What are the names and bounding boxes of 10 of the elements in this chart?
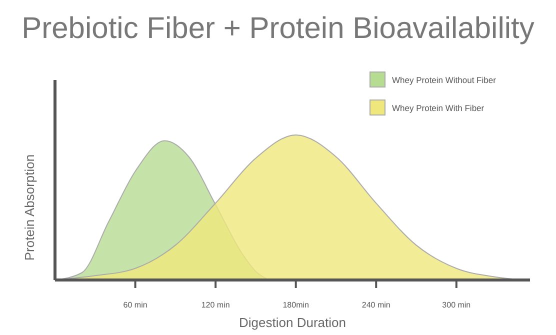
x-tick-label: 120 min — [201, 300, 230, 310]
x-tick-label: 180min — [282, 300, 309, 310]
x-tick-label: 240 min — [362, 300, 390, 310]
legend-label: Whey Protein Without Fiber — [392, 75, 496, 85]
chart-title: Prebiotic Fiber + Protein Bioavailability — [22, 12, 534, 45]
legend-label: Whey Protein With Fiber — [392, 103, 484, 113]
x-axis-title: Digestion Duration — [239, 315, 346, 330]
x-tick-label: 300 min — [442, 300, 471, 310]
x-tick-label: 60 min — [123, 300, 148, 310]
y-axis-title: Protein Absorption — [22, 154, 37, 261]
